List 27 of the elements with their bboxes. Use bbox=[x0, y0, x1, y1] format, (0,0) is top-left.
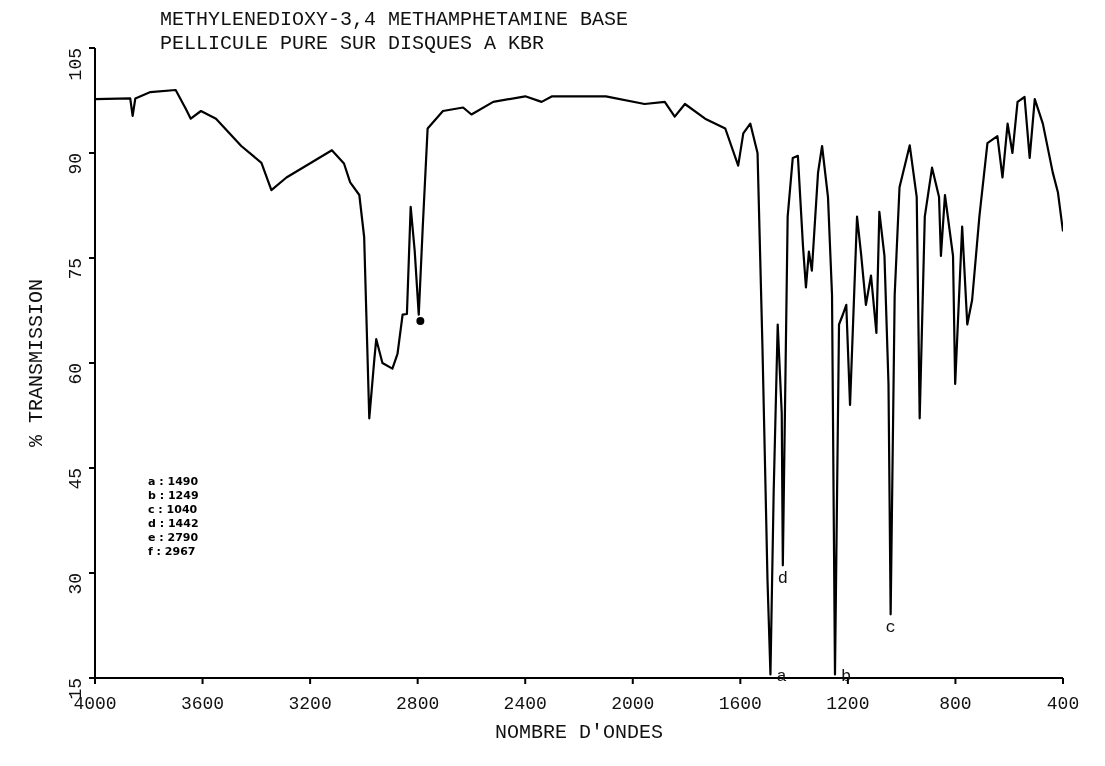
annotation: b : 1249 bbox=[148, 489, 199, 503]
annotation: c : 1040 bbox=[148, 503, 199, 517]
x-tick-label: 2000 bbox=[611, 693, 655, 714]
chart-title: METHYLENEDIOXY-3,4 METHAMPHETAMINE BASE bbox=[160, 8, 629, 32]
y-tick-label: 75 bbox=[66, 258, 87, 280]
x-tick-label: 800 bbox=[939, 693, 972, 714]
x-axis-title: NOMBRE D'ONDES bbox=[494, 721, 664, 744]
x-tick-label: 2400 bbox=[503, 693, 547, 714]
x-tick-label: 3600 bbox=[180, 693, 225, 714]
x-tick-label: 400 bbox=[1046, 693, 1080, 714]
annotation: e : 2790 bbox=[148, 531, 199, 545]
x-tick-label: 1600 bbox=[718, 693, 762, 714]
y-tick-label: 90 bbox=[66, 153, 87, 175]
y-tick-label: 45 bbox=[66, 468, 87, 490]
y-tick-label: 105 bbox=[66, 48, 87, 81]
annotation: f : 2967 bbox=[148, 545, 197, 559]
x-tick-label: 3200 bbox=[288, 693, 332, 714]
annotation: c bbox=[885, 618, 896, 638]
x-tick-label: 1200 bbox=[826, 693, 870, 714]
annotation: d bbox=[777, 569, 788, 589]
annotation: d : 1442 bbox=[148, 517, 199, 531]
x-tick-label: 2800 bbox=[396, 693, 440, 714]
y-tick-label: 30 bbox=[66, 573, 87, 595]
y-tick-label: 60 bbox=[66, 363, 87, 385]
annotation: a : 1490 bbox=[148, 475, 199, 489]
chart-subtitle: PELLICULE PURE SUR DISQUES A KBR bbox=[160, 32, 546, 56]
y-axis-title: % TRANSMISSION bbox=[25, 278, 49, 448]
